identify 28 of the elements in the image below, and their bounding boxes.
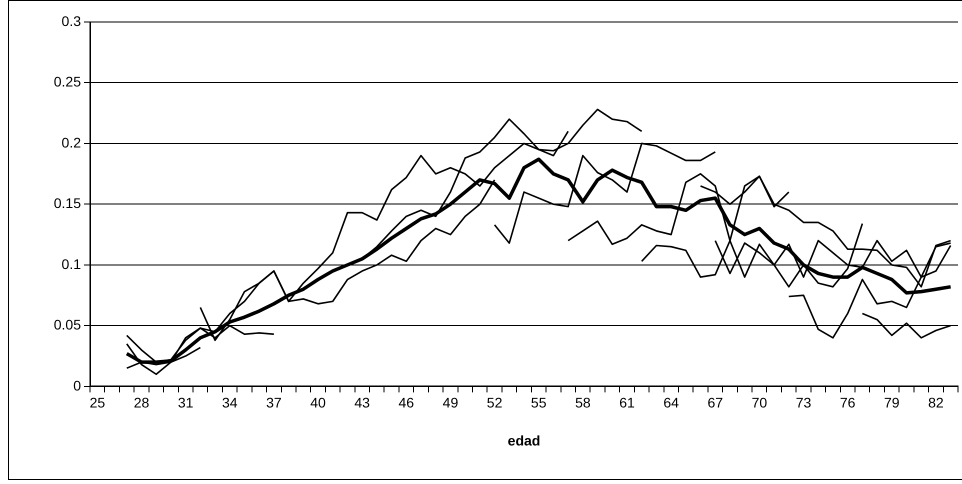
y-tick-label: 0.25	[54, 74, 82, 90]
y-tick-label: 0.05	[54, 316, 82, 333]
y-tick-label: 0	[73, 377, 82, 394]
x-tick-label: 34	[222, 394, 238, 411]
x-tick-label: 46	[398, 394, 414, 411]
x-tick-label: 25	[90, 394, 106, 411]
x-tick-label: 55	[530, 394, 547, 411]
x-tick-label: 28	[134, 394, 150, 411]
x-axis-title: edad	[508, 432, 540, 448]
x-tick-label: 64	[663, 394, 680, 411]
y-tick-label: 0.1	[62, 256, 82, 272]
x-tick-label: 70	[752, 394, 768, 411]
x-tick-label: 76	[840, 394, 856, 411]
y-tick-label: 0.2	[62, 134, 82, 150]
y-tick-label: 0.3	[62, 12, 82, 29]
x-tick-label: 82	[928, 394, 944, 411]
x-tick-label: 52	[486, 394, 503, 411]
x-tick-label: 79	[884, 394, 900, 411]
x-tick-label: 40	[310, 394, 326, 411]
x-tick-label: 67	[707, 394, 724, 411]
x-tick-label: 58	[575, 394, 591, 411]
x-tick-label: 61	[619, 394, 635, 411]
x-tick-label: 49	[442, 394, 458, 411]
x-tick-label: 43	[354, 394, 370, 411]
x-tick-label: 73	[796, 394, 812, 411]
y-tick-label: 0.15	[54, 195, 82, 212]
x-tick-label: 31	[178, 394, 194, 411]
x-tick-label: 37	[266, 394, 282, 411]
